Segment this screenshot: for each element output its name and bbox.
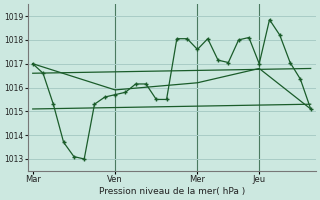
X-axis label: Pression niveau de la mer( hPa ): Pression niveau de la mer( hPa ) bbox=[99, 187, 245, 196]
